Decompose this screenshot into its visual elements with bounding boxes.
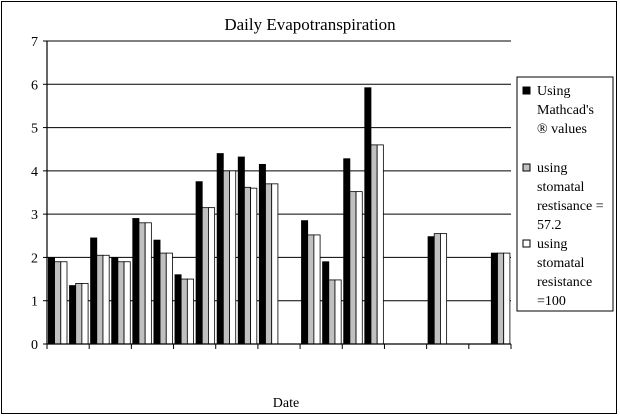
bar-series-1 xyxy=(90,237,98,345)
bar-series-3 xyxy=(208,207,216,345)
legend-swatch-3 xyxy=(522,239,531,248)
y-tick-label: 3 xyxy=(31,208,38,223)
bar-series-1 xyxy=(111,257,119,345)
bar-series-1 xyxy=(174,274,182,345)
bar-series-2 xyxy=(159,252,167,345)
bar-series-2 xyxy=(497,252,505,345)
legend-label-3: =100 xyxy=(537,294,566,309)
axes xyxy=(46,41,512,349)
bar-series-2 xyxy=(180,278,188,345)
bar-series-1 xyxy=(490,252,498,345)
bar-series-3 xyxy=(102,254,110,345)
y-tick-label: 0 xyxy=(31,338,38,353)
bar-series-3 xyxy=(313,234,321,345)
y-tick-label: 1 xyxy=(31,295,38,310)
legend-label-2: stomatal xyxy=(537,180,585,195)
bar-series-1 xyxy=(237,156,245,345)
y-axis-ticks: 0 1 2 3 4 5 6 7 xyxy=(31,35,47,353)
bar-series-1 xyxy=(69,285,77,345)
bar-series-1 xyxy=(322,261,330,345)
legend-label-3: using xyxy=(537,237,567,252)
bar-series-2 xyxy=(349,191,357,345)
bar-series-3 xyxy=(355,191,363,345)
legend: Using Mathcad's ® values using stomatal resti… xyxy=(516,76,614,312)
y-tick-label: 4 xyxy=(31,165,38,180)
bar-series-2 xyxy=(328,279,336,345)
legend-swatch-1 xyxy=(522,86,531,95)
bar-series-3 xyxy=(503,252,511,345)
legend-box xyxy=(516,76,614,312)
legend-label-2: restisance = xyxy=(537,199,604,214)
y-tick-label: 7 xyxy=(31,35,38,50)
bar-series-2 xyxy=(433,233,441,345)
bar-series-2 xyxy=(117,261,125,345)
bar-series-3 xyxy=(334,279,342,345)
bar-series-3 xyxy=(186,278,194,345)
legend-label-1: ® values xyxy=(537,122,587,137)
legend-label-3: resistance xyxy=(537,275,592,290)
bar-series-3 xyxy=(271,183,279,345)
bar-series-1 xyxy=(364,87,372,345)
bar-series-3 xyxy=(229,170,237,345)
bar-series-2 xyxy=(138,222,146,345)
bar-series-3 xyxy=(440,233,448,345)
bar-series-1 xyxy=(195,181,203,345)
bar-series-3 xyxy=(376,144,384,345)
bar-series-1 xyxy=(48,257,56,345)
y-tick-label: 5 xyxy=(31,122,38,137)
bar-series-2 xyxy=(265,183,273,345)
bar-series-1 xyxy=(216,153,224,345)
legend-label-3: stomatal xyxy=(537,256,585,271)
bar-series-1 xyxy=(343,158,351,345)
bar-series-2 xyxy=(222,170,230,345)
bar-series-2 xyxy=(96,254,104,345)
bar-series-2 xyxy=(75,282,83,345)
bar-series-3 xyxy=(165,252,173,345)
chart-title: Daily Evapotranspiration xyxy=(224,15,396,34)
bar-series-2 xyxy=(54,261,62,345)
bar-series-1 xyxy=(258,163,266,345)
bar-series-1 xyxy=(301,220,309,345)
bar-series-3 xyxy=(250,187,258,345)
bar-series-2 xyxy=(370,144,378,345)
legend-label-2: 57.2 xyxy=(537,218,562,233)
bar-series-1 xyxy=(132,218,140,345)
legend-swatch-2 xyxy=(522,163,531,172)
bar-series-3 xyxy=(123,261,131,345)
bar-series-3 xyxy=(81,282,89,345)
y-tick-label: 6 xyxy=(31,78,38,93)
x-axis-label: Date xyxy=(273,396,299,411)
bar-series-2 xyxy=(244,186,252,345)
y-tick-label: 2 xyxy=(31,251,38,266)
bar-series-1 xyxy=(427,236,435,345)
legend-label-2: using xyxy=(537,161,567,176)
bar-series-2 xyxy=(307,234,315,345)
legend-label-1: Mathcad's xyxy=(537,103,594,118)
bars xyxy=(48,87,511,345)
bar-series-1 xyxy=(153,239,161,345)
bar-series-3 xyxy=(144,222,152,345)
bar-series-3 xyxy=(60,261,68,345)
bar-series-2 xyxy=(201,207,209,345)
legend-label-1: Using xyxy=(537,84,570,99)
